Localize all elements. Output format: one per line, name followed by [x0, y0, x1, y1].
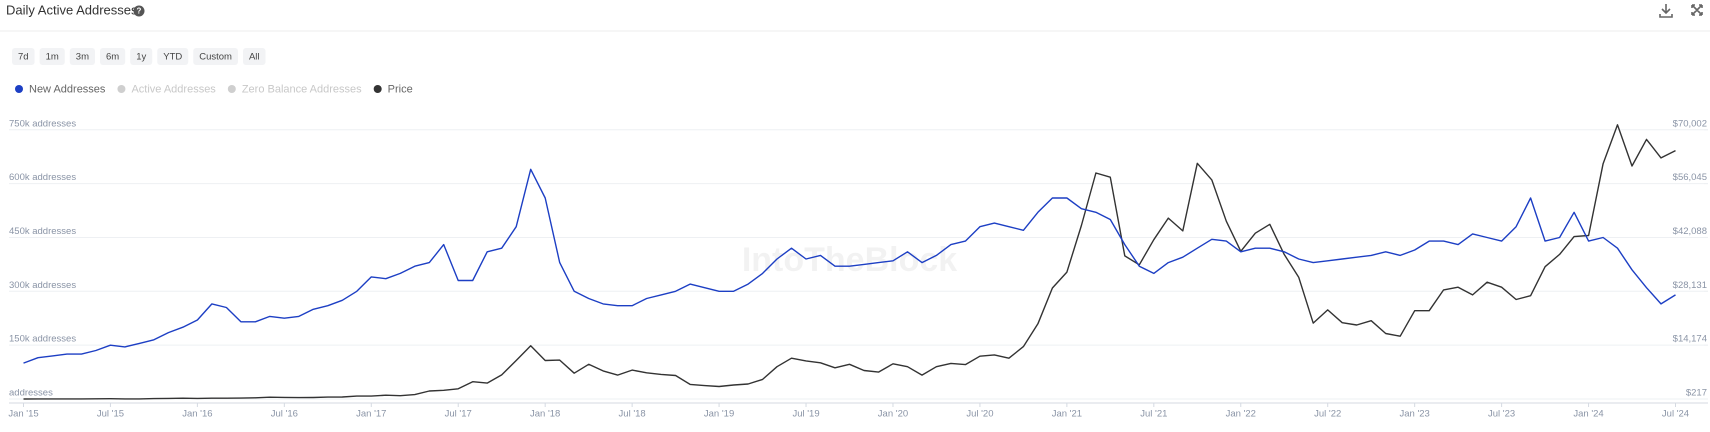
- range-button-bg: [39, 48, 65, 65]
- y-tick-label: 600k addresses: [9, 172, 76, 183]
- range-buttons: 7d 1m 3m 6m 1y YTD Custom All: [12, 48, 266, 65]
- x-tick-label: Jul '20: [966, 409, 993, 420]
- range-button[interactable]: 7d: [12, 48, 35, 65]
- range-button-label: 1m: [46, 52, 59, 63]
- x-tick-label: Jan '23: [1399, 409, 1429, 420]
- range-button[interactable]: 6m: [99, 48, 126, 65]
- x-tick-label: Jul '15: [97, 409, 124, 420]
- legend-marker: [373, 85, 382, 93]
- range-button[interactable]: YTD: [157, 48, 189, 65]
- y-tick-label: addresses: [9, 388, 53, 399]
- x-tick-label: Jan '22: [1226, 409, 1256, 420]
- plot: IntoTheBlock addresses 150k addresses 300k …: [8, 118, 1708, 420]
- range-button[interactable]: Custom: [193, 48, 238, 65]
- range-button-bg: [157, 48, 189, 65]
- y2-tick-label: $42,088: [1673, 226, 1707, 237]
- range-button[interactable]: 3m: [69, 48, 95, 65]
- y2-tick-label: $70,002: [1673, 118, 1707, 129]
- help-icon[interactable]: ?: [133, 5, 145, 17]
- x-tick-label: Jan '15: [8, 409, 38, 420]
- legend-label: Zero Balance Addresses: [242, 83, 362, 95]
- x-tick-label: Jul '17: [445, 409, 472, 420]
- x-tick-label: Jul '21: [1140, 409, 1167, 420]
- y2-tick-label: $28,131: [1673, 280, 1707, 291]
- y2-tick-label: $217: [1686, 388, 1707, 399]
- x-tick-label: Jul '16: [271, 409, 298, 420]
- x-tick-label: Jan '19: [704, 409, 734, 420]
- legend-marker: [15, 85, 23, 93]
- y-tick-label: 300k addresses: [9, 280, 76, 291]
- range-button-bg: [12, 48, 35, 65]
- legend-label: New Addresses: [29, 83, 106, 95]
- range-button-bg: [99, 48, 126, 65]
- x-tick-label: Jan '16: [182, 409, 212, 420]
- y-tick-label: 150k addresses: [9, 334, 76, 345]
- x-tick-label: Jul '18: [619, 409, 646, 420]
- svg-text:?: ?: [137, 7, 142, 16]
- watermark: IntoTheBlock: [742, 241, 957, 279]
- series-line: [23, 124, 1676, 400]
- legend-item[interactable]: Price: [373, 83, 413, 95]
- legend-marker: [227, 85, 236, 93]
- range-button[interactable]: All: [242, 48, 266, 65]
- range-button-bg: [69, 48, 95, 65]
- y2-tick-label: $14,174: [1673, 334, 1707, 345]
- range-button-label: YTD: [163, 52, 182, 63]
- x-tick-label: Jul '19: [792, 409, 819, 420]
- legend-label: Active Addresses: [131, 83, 216, 95]
- legend-marker: [117, 85, 126, 93]
- range-button-label: 1y: [136, 52, 146, 63]
- range-button-bg: [193, 48, 238, 65]
- download-icon[interactable]: [1659, 4, 1673, 18]
- y2-tick-label: $56,045: [1673, 172, 1707, 183]
- x-tick-label: Jan '21: [1052, 409, 1082, 420]
- x-tick-label: Jan '17: [356, 409, 386, 420]
- legend-item[interactable]: Active Addresses: [117, 83, 216, 95]
- x-tick-label: Jul '23: [1488, 409, 1515, 420]
- x-tick-label: Jan '18: [530, 409, 560, 420]
- range-button-bg: [130, 48, 153, 65]
- x-tick-label: Jul '24: [1662, 409, 1689, 420]
- chart-title: Daily Active Addresses: [6, 2, 138, 17]
- expand-icon[interactable]: [1691, 4, 1703, 16]
- legend-item[interactable]: New Addresses: [15, 83, 106, 95]
- x-tick-label: Jan '24: [1573, 409, 1603, 420]
- range-button-label: 7d: [18, 52, 29, 63]
- range-button-label: 6m: [106, 52, 119, 63]
- legend-item[interactable]: Zero Balance Addresses: [227, 83, 362, 95]
- legend-label: Price: [388, 83, 413, 95]
- legend: New Addresses Active Addresses Zero Balanc…: [15, 83, 413, 95]
- range-button-bg: [242, 48, 266, 65]
- x-tick-label: Jan '20: [878, 409, 908, 420]
- y-tick-label: 750k addresses: [9, 118, 76, 129]
- range-button-label: Custom: [199, 52, 232, 63]
- range-button[interactable]: 1m: [39, 48, 65, 65]
- range-button[interactable]: 1y: [130, 48, 153, 65]
- y-tick-label: 450k addresses: [9, 226, 76, 237]
- range-button-label: 3m: [76, 52, 89, 63]
- series-line: [23, 168, 1676, 364]
- range-button-label: All: [249, 52, 260, 63]
- x-tick-label: Jul '22: [1314, 409, 1341, 420]
